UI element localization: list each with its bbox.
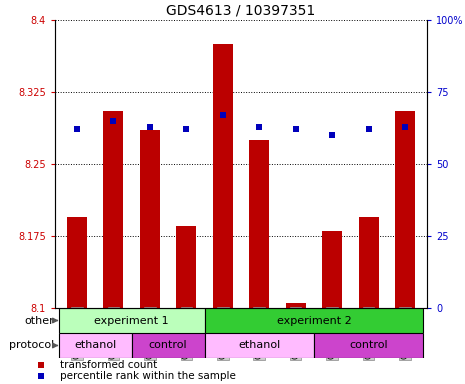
Text: percentile rank within the sample: percentile rank within the sample bbox=[60, 371, 236, 381]
Text: transformed count: transformed count bbox=[60, 360, 157, 370]
Text: experiment 1: experiment 1 bbox=[94, 316, 169, 326]
Text: ethanol: ethanol bbox=[74, 341, 116, 351]
Bar bbox=[205, 308, 423, 333]
Text: other: other bbox=[25, 316, 54, 326]
Text: GSM847032: GSM847032 bbox=[291, 308, 300, 359]
Text: GSM847024: GSM847024 bbox=[73, 308, 81, 359]
Bar bbox=[132, 333, 205, 358]
Bar bbox=[213, 44, 233, 308]
Bar bbox=[322, 231, 342, 308]
Text: GSM847033: GSM847033 bbox=[401, 308, 410, 359]
Bar bbox=[140, 131, 160, 308]
Bar bbox=[67, 217, 87, 308]
Bar bbox=[314, 333, 423, 358]
Text: GSM847029: GSM847029 bbox=[328, 308, 337, 359]
Bar bbox=[249, 140, 269, 308]
Text: GSM847027: GSM847027 bbox=[182, 308, 191, 359]
Text: ethanol: ethanol bbox=[238, 341, 280, 351]
Title: GDS4613 / 10397351: GDS4613 / 10397351 bbox=[166, 3, 316, 17]
Text: GSM847030: GSM847030 bbox=[255, 308, 264, 359]
Text: control: control bbox=[149, 341, 187, 351]
Bar bbox=[359, 217, 379, 308]
Bar bbox=[59, 333, 132, 358]
Bar bbox=[103, 111, 123, 308]
Text: GSM847031: GSM847031 bbox=[364, 308, 373, 359]
Text: GSM847028: GSM847028 bbox=[218, 308, 227, 359]
Text: GSM847026: GSM847026 bbox=[146, 308, 154, 359]
Bar bbox=[286, 303, 306, 308]
Bar bbox=[59, 308, 205, 333]
Text: experiment 2: experiment 2 bbox=[277, 316, 352, 326]
Bar bbox=[395, 111, 415, 308]
Bar bbox=[205, 333, 314, 358]
Bar bbox=[176, 227, 196, 308]
Text: GSM847025: GSM847025 bbox=[109, 308, 118, 359]
Text: protocol: protocol bbox=[9, 341, 54, 351]
Text: control: control bbox=[349, 341, 388, 351]
